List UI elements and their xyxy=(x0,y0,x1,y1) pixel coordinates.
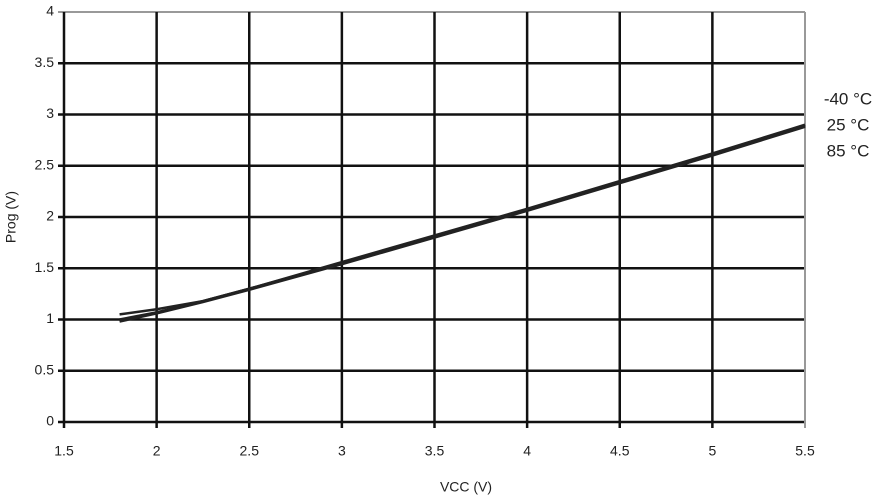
x-tick-label: 3.5 xyxy=(425,443,445,459)
y-tick-label: 4 xyxy=(46,3,54,19)
y-axis-label: Prog (V) xyxy=(3,191,19,243)
y-tick-label: 3.5 xyxy=(35,54,55,70)
y-tick-label: 0.5 xyxy=(35,361,55,377)
legend-label: 85 °C xyxy=(827,141,870,160)
x-tick-label: 4.5 xyxy=(610,443,630,459)
legend-label: 25 °C xyxy=(827,115,870,134)
x-tick-label: 5 xyxy=(708,443,716,459)
y-tick-label: 1 xyxy=(46,310,54,326)
x-axis-label: VCC (V) xyxy=(440,479,492,495)
series-line xyxy=(119,125,806,323)
y-tick-label: 2 xyxy=(46,208,54,224)
y-tick-label: 0 xyxy=(46,413,54,429)
y-tick-label: 2.5 xyxy=(35,156,55,172)
x-tick-label: 5.5 xyxy=(795,443,815,459)
y-tick-label: 3 xyxy=(46,105,54,121)
x-tick-label: 4 xyxy=(523,443,531,459)
x-tick-label: 1.5 xyxy=(54,443,74,459)
series-line xyxy=(119,124,806,321)
y-tick-label: 1.5 xyxy=(35,259,55,275)
x-tick-label: 2.5 xyxy=(240,443,260,459)
legend-label: -40 °C xyxy=(824,89,872,108)
series-line xyxy=(119,123,806,316)
x-tick-label: 2 xyxy=(153,443,161,459)
x-tick-label: 3 xyxy=(338,443,346,459)
